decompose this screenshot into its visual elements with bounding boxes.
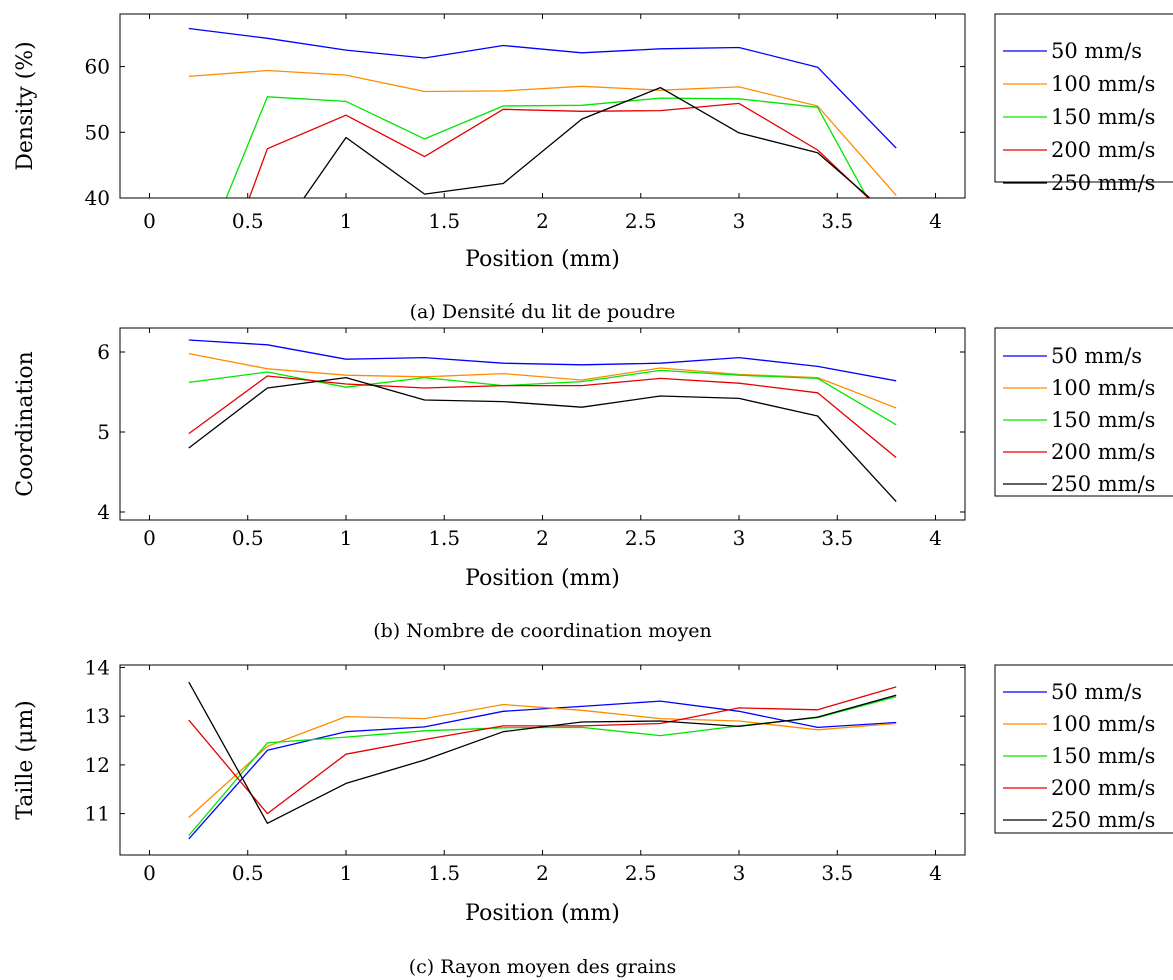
x-tick-label: 4 <box>929 209 942 233</box>
y-tick-label: 11 <box>85 802 110 826</box>
x-tick-label: 1 <box>340 526 353 550</box>
legend: 50 mm/s 100 mm/s 150 mm/s 200 mm/s 250 mm/s <box>994 327 1173 497</box>
series-line-100-mm-s <box>188 703 897 818</box>
y-tick-label: 50 <box>85 120 110 144</box>
series-line-250-mm-s <box>188 376 897 503</box>
legend-label: 50 mm/s <box>1051 344 1142 368</box>
legend-label: 150 mm/s <box>1051 744 1155 768</box>
x-tick-label: 2.5 <box>625 526 657 550</box>
y-tick-label: 40 <box>85 186 110 210</box>
plot-frame <box>119 664 966 856</box>
series-line-50-mm-s <box>188 700 897 840</box>
x-tick-label: 3 <box>733 209 746 233</box>
x-axis-label: Position (mm) <box>465 901 620 926</box>
legend-label: 150 mm/s <box>1051 408 1155 432</box>
legend: 50 mm/s 100 mm/s 150 mm/s 200 mm/s 250 mm/s <box>994 664 1173 834</box>
figure-caption: (c) Rayon moyen des grains <box>409 956 677 978</box>
x-tick-label: 0.5 <box>232 209 264 233</box>
x-tick-label: 3 <box>733 526 746 550</box>
y-axis-label: Coordination <box>13 351 38 497</box>
x-tick-label: 3.5 <box>821 861 853 885</box>
legend-label: 50 mm/s <box>1051 39 1142 63</box>
x-tick-label: 1.5 <box>428 526 460 550</box>
legend-box <box>994 664 1173 834</box>
x-tick-label: 4 <box>929 526 942 550</box>
series-line-200-mm-s <box>188 686 897 815</box>
y-tick-label: 6 <box>97 340 110 364</box>
legend-label: 200 mm/s <box>1051 440 1155 464</box>
legend: 50 mm/s 100 mm/s 150 mm/s 200 mm/s 250 mm/s <box>994 13 1173 195</box>
x-axis-label: Position (mm) <box>465 247 620 272</box>
x-tick-label: 2.5 <box>625 209 657 233</box>
legend-label: 200 mm/s <box>1051 776 1155 800</box>
series-line-100-mm-s <box>188 352 897 409</box>
series-lines <box>188 27 897 198</box>
x-tick-label: 1 <box>340 209 353 233</box>
x-tick-label: 0.5 <box>232 861 264 885</box>
x-tick-label: 0.5 <box>232 526 264 550</box>
x-tick-label: 1.5 <box>428 861 460 885</box>
legend-label: 100 mm/s <box>1051 376 1155 400</box>
y-tick-label: 5 <box>97 420 110 444</box>
figure-caption: (b) Nombre de coordination moyen <box>373 620 712 642</box>
plot-frame <box>119 327 966 521</box>
series-line-50-mm-s <box>188 339 897 382</box>
x-tick-label: 0 <box>143 209 156 233</box>
legend-label: 100 mm/s <box>1051 712 1155 736</box>
legend-label: 150 mm/s <box>1051 105 1155 129</box>
series-line-250-mm-s <box>188 681 897 824</box>
legend-label: 250 mm/s <box>1051 808 1155 832</box>
legend-label: 250 mm/s <box>1051 472 1155 496</box>
x-tick-label: 3 <box>733 861 746 885</box>
x-tick-label: 3.5 <box>821 209 853 233</box>
series-line-200-mm-s <box>188 375 897 459</box>
legend-label: 200 mm/s <box>1051 138 1155 162</box>
x-tick-label: 2.5 <box>625 861 657 885</box>
series-lines <box>188 339 897 503</box>
y-tick-label: 12 <box>85 753 110 777</box>
x-tick-label: 1 <box>340 861 353 885</box>
figure-caption: (a) Densité du lit de poudre <box>410 301 676 323</box>
x-tick-label: 3.5 <box>821 526 853 550</box>
y-tick-label: 14 <box>85 655 110 679</box>
legend-label: 250 mm/s <box>1051 171 1155 195</box>
y-axis-label: Taille (μm) <box>13 700 38 820</box>
chart-panel-3: 0 0.5 1 1.5 2 2.5 3 3.5 4 11 12 13 14 Position (mm) Ta… <box>13 655 1173 978</box>
series-lines <box>188 681 897 840</box>
legend-label: 100 mm/s <box>1051 72 1155 96</box>
x-tick-label: 0 <box>143 526 156 550</box>
y-tick-label: 4 <box>97 500 110 524</box>
x-tick-label: 2 <box>536 861 549 885</box>
y-tick-label: 13 <box>85 704 110 728</box>
x-axis-label: Position (mm) <box>465 566 620 591</box>
series-line-150-mm-s <box>225 96 869 198</box>
x-tick-label: 2 <box>536 209 549 233</box>
legend-box <box>994 13 1173 183</box>
x-tick-label: 1.5 <box>428 209 460 233</box>
x-tick-label: 4 <box>929 861 942 885</box>
series-line-250-mm-s <box>303 86 871 198</box>
series-line-100-mm-s <box>188 69 897 196</box>
x-tick-label: 0 <box>143 861 156 885</box>
series-line-50-mm-s <box>188 27 897 149</box>
chart-panel-1: 0 0.5 1 1.5 2 2.5 3 3.5 4 40 50 60 Position (mm) Dens… <box>13 13 1173 323</box>
x-tick-label: 2 <box>536 526 549 550</box>
series-line-150-mm-s <box>188 696 897 836</box>
chart-panel-2: 0 0.5 1 1.5 2 2.5 3 3.5 4 4 5 6 Position (mm) Coordin… <box>13 327 1173 642</box>
series-line-200-mm-s <box>248 102 870 198</box>
y-tick-label: 60 <box>85 55 110 79</box>
legend-label: 50 mm/s <box>1051 680 1142 704</box>
y-axis-label: Density (%) <box>13 41 38 171</box>
